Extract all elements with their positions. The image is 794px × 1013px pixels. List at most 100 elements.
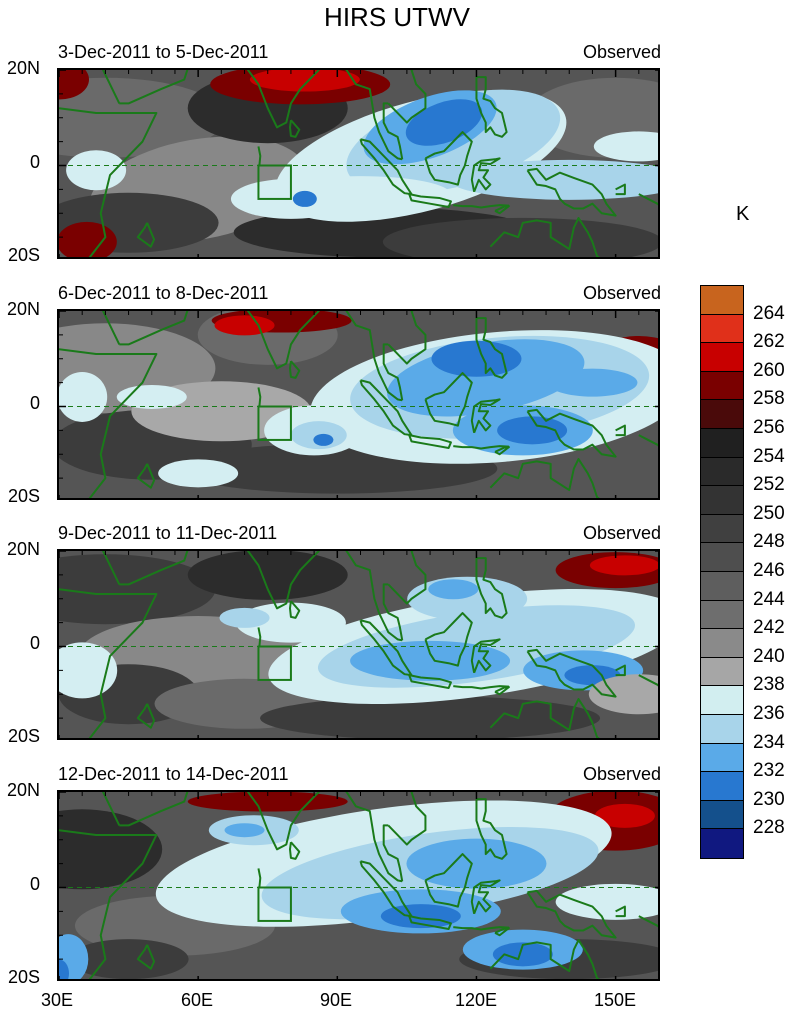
colorbar-label: 258 — [753, 388, 785, 410]
contour-region — [59, 70, 89, 100]
contour-region — [382, 217, 658, 257]
coastline — [101, 311, 121, 345]
contour-map-2 — [59, 311, 658, 498]
contour-region — [187, 792, 348, 812]
colorbar-label: 228 — [753, 817, 785, 839]
coastline — [257, 146, 262, 166]
coastline — [408, 674, 452, 690]
coastline — [494, 686, 510, 696]
coastline — [489, 458, 600, 498]
map-panel-3 — [57, 549, 660, 740]
coastline — [101, 792, 121, 826]
lon-label-120e: 120E — [454, 990, 498, 1010]
contour-region — [380, 904, 461, 929]
coastline — [288, 600, 301, 619]
colorbar-label: 246 — [753, 560, 785, 581]
contour-map-1 — [59, 70, 658, 257]
colorbar-swatch — [701, 629, 743, 658]
colorbar-label: 248 — [753, 531, 785, 553]
contour-region — [555, 883, 658, 920]
contour-region — [594, 803, 655, 828]
coastline — [382, 583, 404, 641]
colorbar-label: 250 — [753, 502, 785, 524]
coastline — [408, 915, 452, 931]
colorbar-swatch — [701, 571, 743, 601]
coastline — [359, 138, 413, 196]
contour-region — [260, 696, 601, 738]
coastline — [489, 217, 600, 257]
panel-3-status: Observed — [582, 523, 661, 543]
colorbar-swatch — [701, 486, 743, 515]
lon-label-90e: 90E — [319, 990, 353, 1010]
contour-region — [431, 340, 522, 377]
coastline — [615, 905, 626, 918]
coastline — [345, 70, 403, 161]
coastline — [615, 424, 626, 437]
colorbar-swatch — [701, 400, 743, 429]
coastline — [136, 463, 156, 489]
contour-region — [59, 959, 69, 979]
coastline — [475, 557, 508, 619]
coastline — [424, 131, 473, 186]
coastline — [257, 868, 262, 888]
coastline — [453, 685, 509, 690]
contour-region — [59, 554, 216, 625]
coastline — [246, 311, 320, 370]
coastline — [136, 222, 156, 248]
colorbar-swatch — [701, 829, 743, 858]
lat-label-0: 0 — [29, 393, 40, 413]
coastline — [470, 157, 501, 193]
colorbar-swatch — [701, 314, 743, 344]
coastline — [387, 311, 427, 365]
contour-region — [158, 459, 239, 488]
lat-label-0: 0 — [29, 633, 40, 653]
coastline — [288, 841, 301, 860]
coastline — [136, 703, 156, 729]
colorbar-swatch — [701, 686, 743, 715]
map-panel-4 — [57, 790, 660, 981]
coastline — [424, 612, 473, 667]
coastline — [345, 551, 403, 642]
coastline — [489, 698, 600, 738]
lat-label-20s: 20S — [7, 245, 40, 265]
colorbar-swatch — [701, 343, 743, 372]
contour-region — [224, 823, 265, 838]
panel-2-date: 6-Dec-2011 to 8-Dec-2011 — [58, 283, 269, 303]
coastline — [246, 792, 320, 851]
coastline — [615, 664, 626, 677]
coastline — [470, 879, 501, 915]
panel-1-status: Observed — [582, 42, 661, 62]
coastline — [59, 588, 158, 738]
lat-label-20s: 20S — [7, 486, 40, 506]
contour-region — [214, 315, 275, 336]
coastline — [359, 619, 413, 677]
contour-map-4 — [59, 792, 658, 979]
colorbar-swatch — [701, 514, 743, 544]
contour-region — [187, 551, 348, 600]
colorbar-swatch — [701, 714, 743, 744]
panel-2-status: Observed — [582, 283, 661, 303]
colorbar-swatch — [701, 657, 743, 687]
coastline — [257, 387, 262, 407]
coastline — [475, 798, 508, 860]
contour-region — [249, 70, 360, 92]
colorbar-unit: K — [736, 203, 750, 225]
coastline — [382, 102, 404, 160]
contour-region — [313, 433, 334, 446]
coastline — [494, 927, 510, 937]
colorbar-swatch — [701, 743, 743, 773]
coastline — [475, 76, 508, 138]
map-panel-2 — [57, 309, 660, 500]
coastline — [424, 372, 473, 427]
colorbar-label: 254 — [753, 445, 785, 467]
coastline — [453, 204, 509, 209]
coastline — [387, 70, 427, 124]
colorbar-label: 242 — [753, 617, 785, 639]
coastline — [387, 792, 427, 846]
coastline — [638, 915, 658, 928]
lat-label-20n: 20N — [6, 539, 40, 559]
coastline — [475, 317, 508, 379]
contour-region — [449, 159, 658, 200]
colorbar-label: 240 — [753, 645, 785, 667]
figure-title: HIRS UTWV — [324, 2, 470, 32]
